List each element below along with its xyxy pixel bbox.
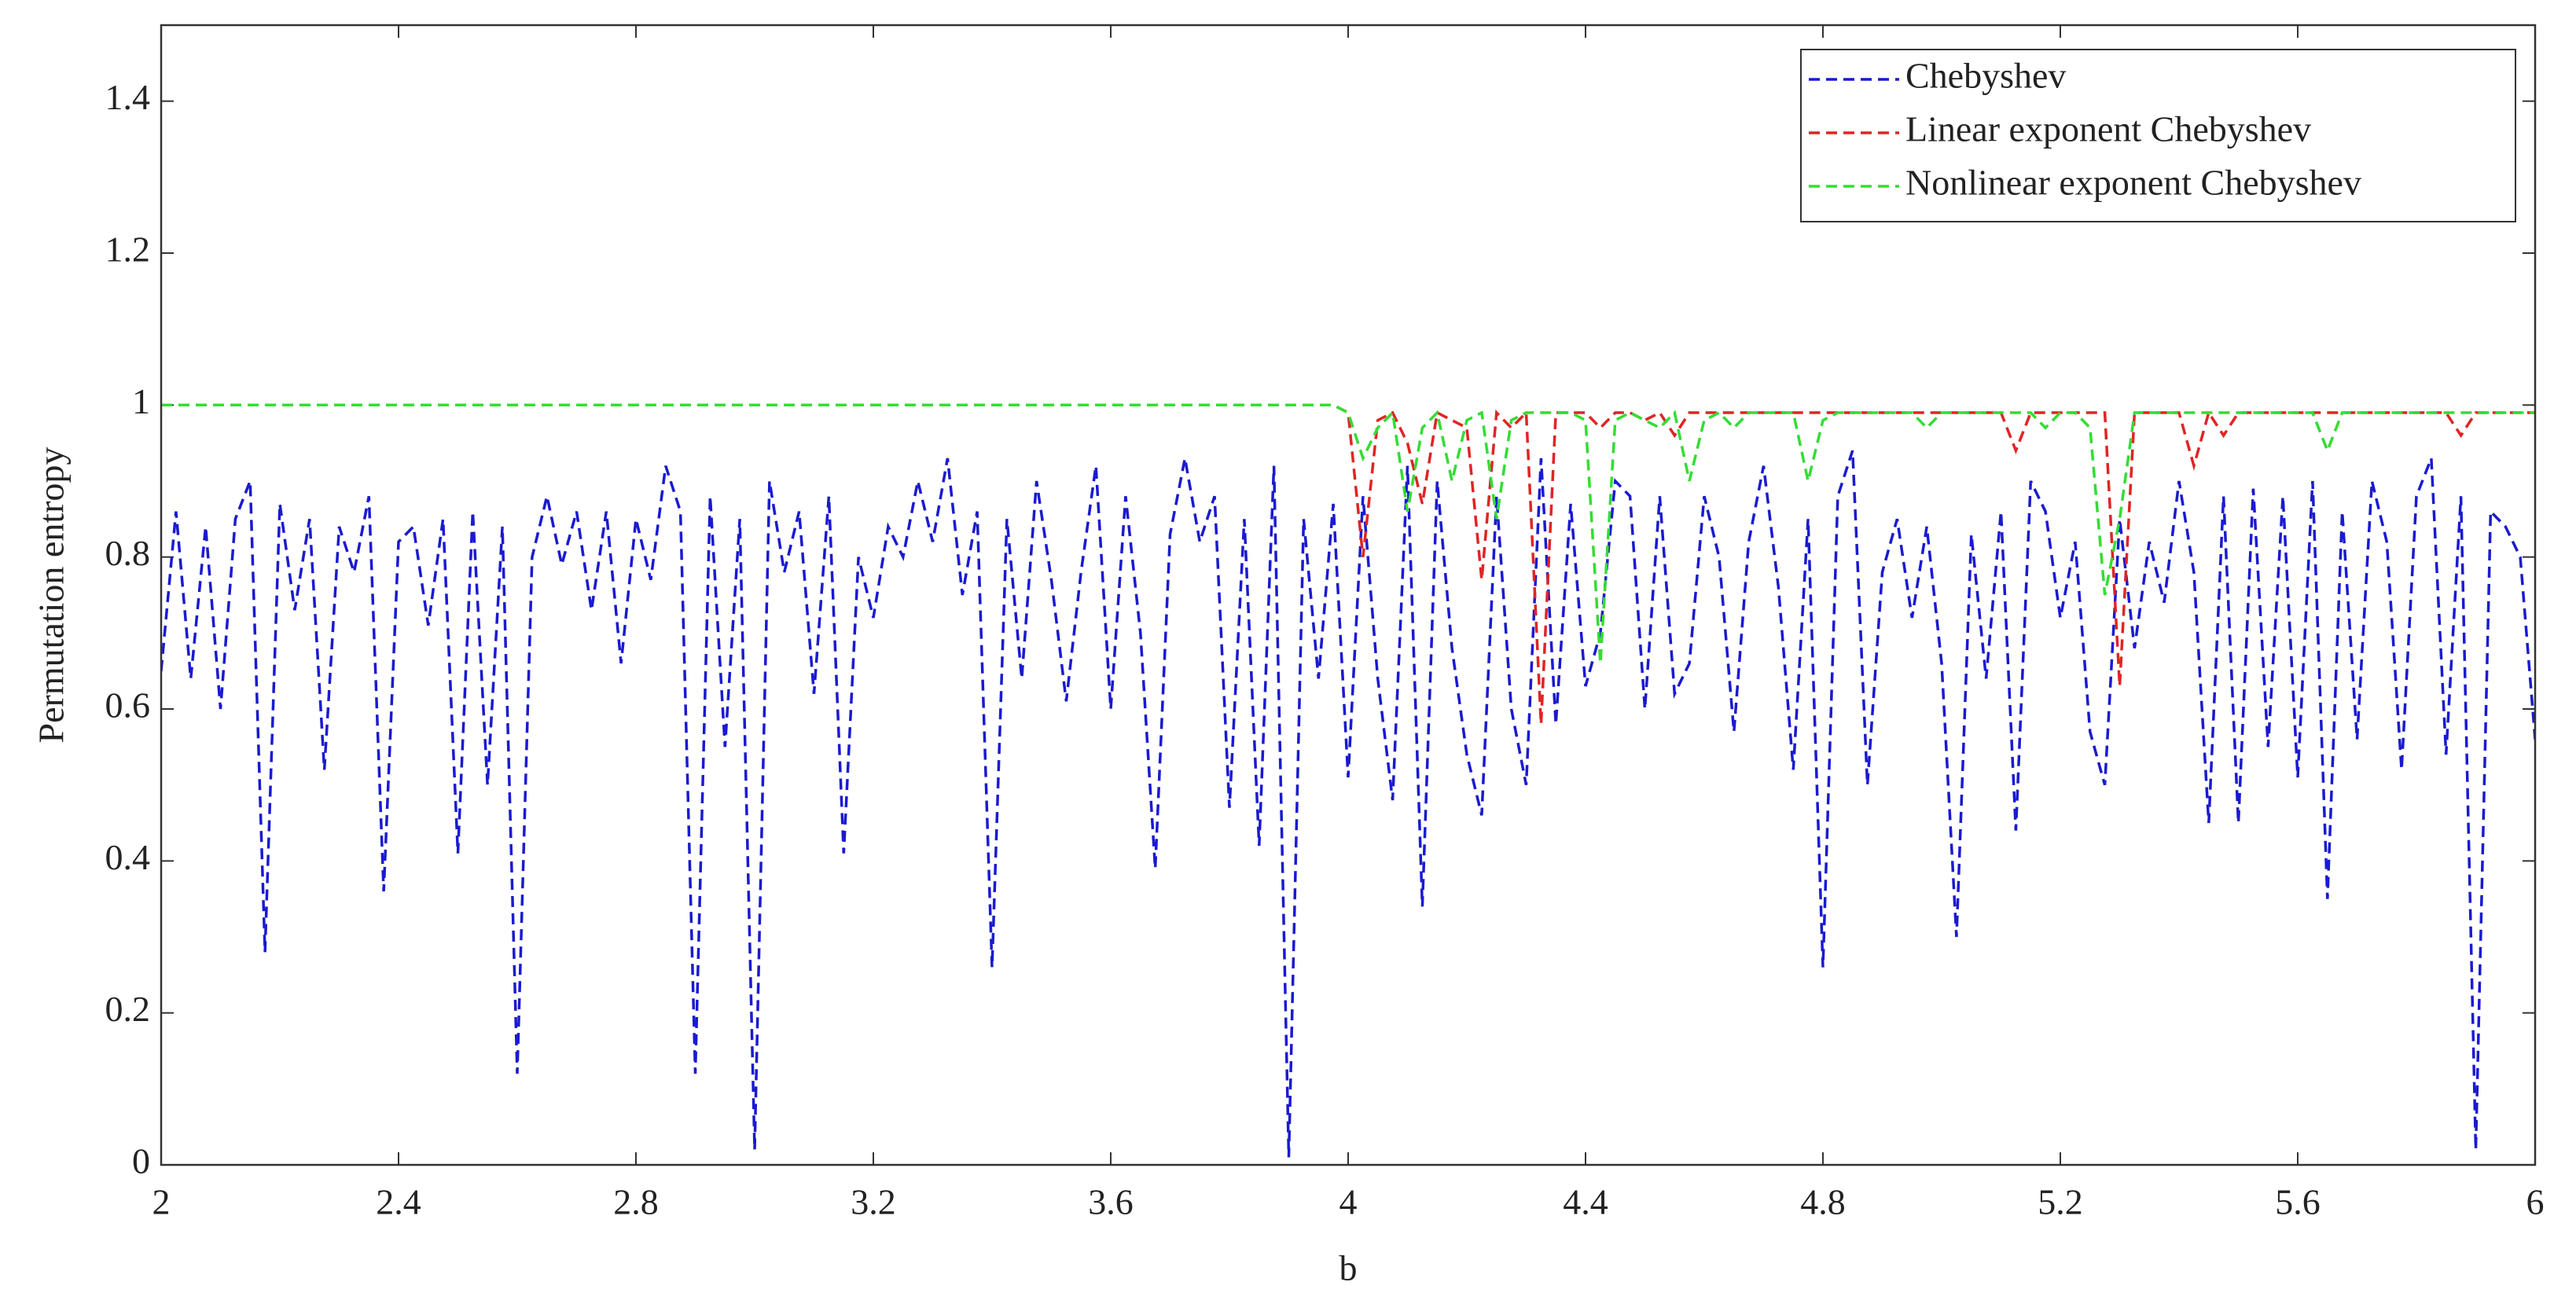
legend-label: Chebyshev bbox=[1905, 56, 2066, 96]
x-tick-label: 2.8 bbox=[613, 1182, 659, 1222]
y-tick-label: 0.2 bbox=[105, 989, 151, 1029]
x-tick-label: 5.6 bbox=[2275, 1182, 2321, 1222]
y-tick-label: 1.2 bbox=[105, 230, 151, 270]
y-tick-label: 1 bbox=[132, 381, 150, 421]
y-tick-label: 0.8 bbox=[105, 533, 151, 573]
y-tick-label: 0 bbox=[132, 1141, 150, 1181]
x-tick-label: 3.2 bbox=[851, 1182, 896, 1222]
x-tick-label: 5.2 bbox=[2038, 1182, 2083, 1222]
plot-frame bbox=[160, 24, 2537, 1166]
x-tick-label: 4 bbox=[1339, 1182, 1358, 1222]
legend: Chebyshev Linear exponent Chebyshev Nonlin… bbox=[1800, 49, 2516, 222]
y-tick-label: 0.6 bbox=[105, 685, 151, 725]
y-tick-label: 0.4 bbox=[105, 837, 151, 877]
x-axis-label: b bbox=[1339, 1248, 1358, 1288]
y-tick-label: 1.4 bbox=[105, 77, 151, 117]
x-tick-label: 3.6 bbox=[1088, 1182, 1134, 1222]
x-tick-label: 4.4 bbox=[1563, 1182, 1608, 1222]
series-line bbox=[161, 403, 2535, 664]
x-tick-label: 2 bbox=[153, 1182, 171, 1222]
legend-label: Linear exponent Chebyshev bbox=[1905, 109, 2311, 149]
series-line bbox=[161, 450, 2535, 1158]
x-tick-label: 6 bbox=[2526, 1182, 2545, 1222]
y-axis-label: Permutation entropy bbox=[31, 447, 72, 744]
x-tick-label: 4.8 bbox=[1800, 1182, 1846, 1222]
x-tick-label: 2.4 bbox=[376, 1182, 421, 1222]
legend-box bbox=[1800, 49, 2516, 222]
legend-label: Nonlinear exponent Chebyshev bbox=[1905, 163, 2361, 203]
